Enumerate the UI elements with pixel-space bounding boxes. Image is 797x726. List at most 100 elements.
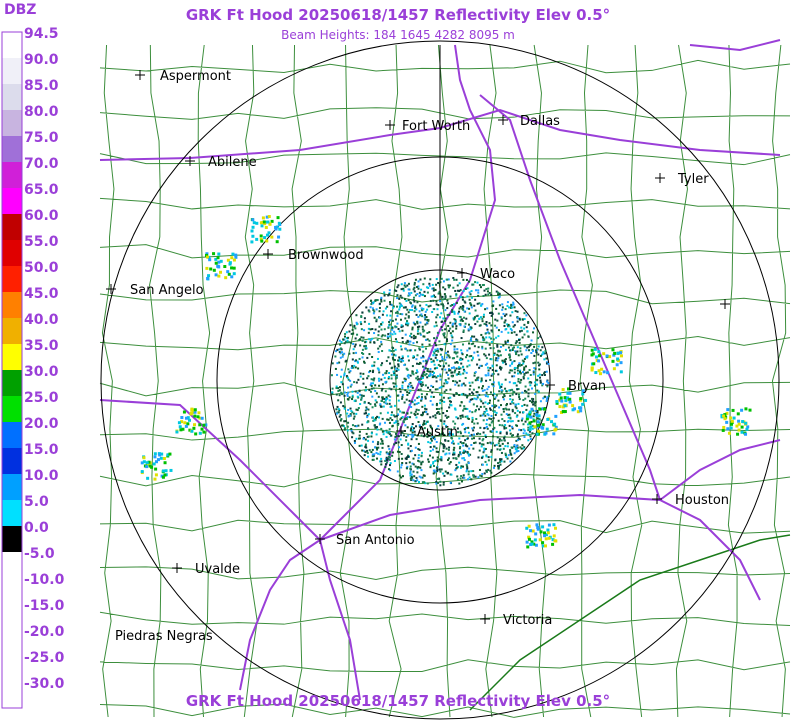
echo-pixel: [543, 395, 546, 398]
echo-pixel: [432, 437, 435, 440]
echo-pixel: [523, 323, 526, 326]
echo-pixel: [394, 318, 397, 321]
echo-pixel: [400, 476, 403, 479]
echo-pixel: [516, 320, 519, 323]
echo-pixel: [390, 350, 393, 353]
echo-pixel: [552, 534, 556, 538]
echo-pixel: [453, 394, 456, 397]
legend-label: -5.0: [24, 546, 55, 562]
echo-pixel: [378, 316, 381, 319]
echo-pixel: [476, 379, 479, 382]
echo-pixel: [355, 321, 358, 324]
echo-pixel: [265, 239, 269, 243]
echo-pixel: [484, 347, 487, 350]
echo-pixel: [397, 359, 400, 362]
echo-pixel: [350, 427, 353, 430]
echo-pixel: [385, 456, 388, 459]
echo-pixel: [467, 426, 470, 429]
echo-pixel: [379, 450, 382, 453]
echo-pixel: [352, 432, 355, 435]
echo-pixel: [497, 357, 500, 360]
echo-pixel: [393, 372, 396, 375]
echo-pixel: [453, 303, 456, 306]
city-label: San Angelo: [130, 283, 204, 298]
echo-pixel: [498, 390, 501, 393]
echo-pixel: [404, 378, 407, 381]
echo-pixel: [541, 353, 544, 356]
echo-pixel: [413, 281, 416, 284]
echo-pixel: [545, 400, 548, 403]
echo-pixel: [446, 350, 449, 353]
echo-pixel: [474, 410, 477, 413]
echo-pixel: [745, 427, 749, 431]
echo-pixel: [394, 354, 397, 357]
echo-pixel: [483, 405, 486, 408]
city-label: Tyler: [677, 172, 709, 187]
echo-pixel: [388, 458, 391, 461]
echo-pixel: [431, 283, 434, 286]
echo-pixel: [407, 455, 410, 458]
city-label: Waco: [480, 267, 515, 282]
echo-pixel: [514, 446, 517, 449]
legend-swatch: [2, 552, 22, 578]
echo-pixel: [485, 425, 488, 428]
echo-pixel: [480, 379, 483, 382]
echo-pixel: [378, 306, 381, 309]
echo-pixel: [542, 352, 545, 355]
echo-pixel: [396, 470, 399, 473]
echo-pixel: [421, 325, 424, 328]
echo-pixel: [467, 470, 470, 473]
echo-pixel: [355, 425, 358, 428]
echo-pixel: [396, 322, 399, 325]
echo-pixel: [523, 403, 526, 406]
echo-pixel: [406, 393, 409, 396]
echo-pixel: [464, 301, 467, 304]
echo-pixel: [452, 440, 455, 443]
echo-pixel: [474, 371, 477, 374]
echo-pixel: [429, 372, 432, 375]
echo-pixel: [455, 301, 458, 304]
echo-pixel: [371, 455, 374, 458]
echo-pixel: [536, 423, 540, 427]
echo-pixel: [468, 298, 471, 301]
echo-pixel: [446, 278, 449, 281]
echo-pixel: [474, 298, 477, 301]
echo-pixel: [514, 366, 517, 369]
echo-pixel: [376, 428, 379, 431]
echo-pixel: [469, 302, 472, 305]
echo-pixel: [530, 420, 533, 423]
echo-pixel: [554, 539, 558, 543]
echo-pixel: [481, 414, 484, 417]
echo-pixel: [426, 370, 429, 373]
echo-pixel: [405, 299, 408, 302]
echo-pixel: [417, 315, 420, 318]
echo-pixel: [366, 435, 369, 438]
echo-pixel: [421, 411, 424, 414]
echo-pixel: [423, 420, 426, 423]
echo-pixel: [527, 537, 531, 541]
echo-pixel: [355, 408, 358, 411]
echo-pixel: [406, 340, 409, 343]
echo-pixel: [543, 371, 546, 374]
echo-pixel: [350, 429, 353, 432]
echo-pixel: [346, 376, 349, 379]
echo-pixel: [442, 286, 445, 289]
echo-pixel: [434, 416, 437, 419]
echo-pixel: [435, 316, 438, 319]
echo-pixel: [419, 332, 422, 335]
echo-pixel: [372, 382, 375, 385]
echo-pixel: [217, 265, 221, 269]
echo-pixel: [418, 381, 421, 384]
echo-pixel: [444, 309, 447, 312]
echo-pixel: [465, 278, 468, 281]
echo-pixel: [470, 433, 473, 436]
echo-pixel: [409, 416, 412, 419]
echo-pixel: [447, 427, 450, 430]
echo-pixel: [429, 424, 432, 427]
echo-pixel: [377, 330, 380, 333]
echo-pixel: [424, 367, 427, 370]
echo-pixel: [513, 452, 516, 455]
echo-pixel: [259, 221, 263, 225]
echo-pixel: [568, 397, 572, 401]
echo-pixel: [521, 318, 524, 321]
